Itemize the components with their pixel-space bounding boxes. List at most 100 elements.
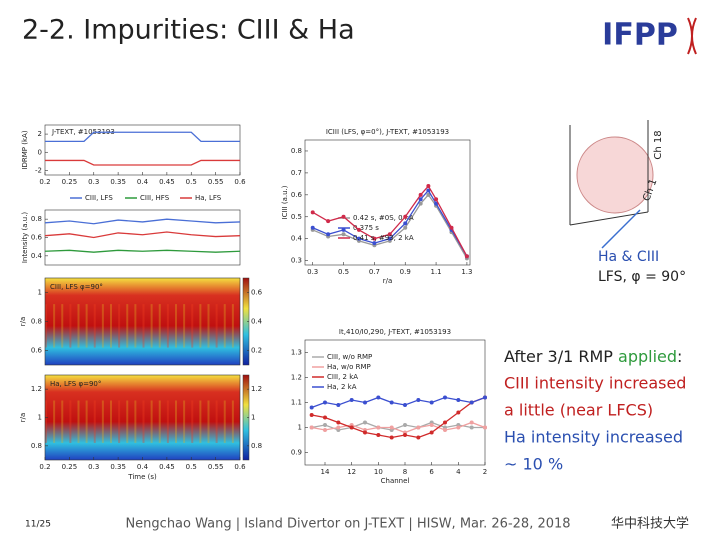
y-axis-label: IDRMP (kA)	[21, 130, 29, 169]
x-tick-label: 12	[347, 468, 356, 476]
map-label: Ha, LFS φ=90°	[50, 380, 101, 388]
y-tick-label: 0.5	[291, 213, 302, 221]
bullet-line: a little (near LFCS)	[504, 401, 653, 420]
x-tick-label: 0.6	[234, 463, 246, 471]
map-label: CIII, LFS φ=90°	[50, 283, 103, 291]
heatmap-texture	[175, 400, 177, 443]
logo: IFPP	[602, 18, 678, 53]
heatmap-texture	[45, 304, 47, 348]
plot-title: J-TEXT, #1053193	[51, 128, 115, 136]
data-point	[416, 435, 421, 440]
plot-title: It,410/I0,290, J-TEXT, #1053193	[339, 328, 451, 336]
legend-label: CIII, 2 kA	[327, 373, 358, 381]
x-tick-label: 0.6	[234, 178, 246, 186]
data-line	[311, 421, 485, 431]
heatmap-texture	[199, 304, 202, 348]
y-tick-label: 1	[38, 289, 42, 297]
y-axis-label: r/a	[19, 413, 27, 423]
legend-label: 0.375 s	[353, 224, 379, 232]
data-point	[456, 410, 461, 415]
data-point	[387, 236, 392, 241]
heatmap-texture	[142, 400, 145, 443]
data-point	[376, 395, 381, 400]
heatmap-texture	[215, 304, 218, 348]
heatmap-texture	[199, 400, 202, 443]
y-axis-label: r/a	[19, 317, 27, 327]
heatmap-texture	[134, 304, 137, 348]
x-tick-label: 2	[483, 468, 487, 476]
data-point	[323, 400, 327, 405]
bullet-line: After 3/1 RMP applied:	[504, 347, 682, 366]
data-point	[372, 236, 377, 241]
x-tick-label: 14	[321, 468, 330, 476]
y-tick-label: 0.6	[31, 234, 43, 242]
heatmap-texture	[126, 304, 129, 348]
y-axis-label: ICIII (a.u.)	[281, 185, 289, 219]
data-point	[429, 430, 434, 435]
bullet-line: ~ 10 %	[504, 455, 563, 474]
x-tick-label: 0.3	[88, 463, 99, 471]
heatmap-texture	[53, 304, 56, 348]
legend-label: 0.41 s, #93, 2 kA	[353, 234, 414, 242]
data-point	[376, 433, 381, 437]
heatmap	[45, 278, 240, 365]
legend-label: CIII, HFS	[140, 194, 170, 202]
y-tick-label: 1	[38, 414, 42, 422]
data-point	[336, 420, 341, 425]
heatmap-texture	[77, 400, 80, 443]
data-point	[429, 423, 434, 427]
heatmap-texture	[142, 304, 145, 348]
heatmap-texture	[85, 400, 88, 443]
diagram-text: LFS, φ = 90°	[598, 269, 686, 285]
university: 华中科技大学	[611, 516, 689, 532]
data-point	[443, 428, 447, 432]
data-point	[389, 425, 394, 430]
colorbar-label: 0.8	[251, 442, 262, 450]
data-point	[323, 423, 327, 427]
heatmap-texture	[191, 400, 194, 443]
bullet-line: Ha intensity increased	[504, 428, 683, 447]
x-tick-label: 0.3	[88, 178, 99, 186]
data-point	[403, 221, 408, 226]
x-tick-label: 0.25	[62, 463, 78, 471]
data-point	[418, 201, 423, 206]
heatmap-texture	[191, 304, 194, 348]
plot-frame	[44, 209, 241, 266]
heatmap-texture	[183, 304, 186, 348]
y-tick-label: 0.4	[31, 252, 43, 260]
data-point	[349, 425, 354, 430]
y-tick-label: 0	[38, 148, 42, 156]
data-point	[336, 425, 341, 430]
data-line	[44, 218, 241, 225]
bullet-line: CIII intensity increased	[504, 374, 686, 393]
x-tick-label: 1.1	[431, 268, 442, 276]
arrow	[601, 209, 641, 249]
x-tick-label: 8	[403, 468, 407, 476]
heatmap-texture	[207, 304, 210, 348]
y-tick-label: 0.8	[291, 147, 302, 155]
heatmap-texture	[53, 400, 56, 443]
y-tick-label: 0.9	[291, 449, 302, 457]
heatmap-texture	[118, 400, 121, 443]
data-point	[310, 225, 315, 230]
data-line	[45, 159, 240, 166]
data-point	[426, 184, 431, 189]
legend-label: 0.42 s, #0S, 0 kA	[353, 214, 414, 222]
x-tick-label: 0.45	[159, 178, 175, 186]
data-point	[403, 433, 407, 437]
logo-box	[585, 12, 703, 54]
data-point	[363, 420, 367, 425]
y-tick-label: 0.8	[31, 215, 42, 223]
data-point	[326, 232, 331, 237]
heatmap-texture	[101, 400, 104, 443]
data-point	[326, 219, 331, 224]
x-tick-label: 0.2	[39, 463, 50, 471]
data-point	[363, 430, 367, 435]
data-point	[469, 400, 474, 405]
heatmap-texture	[118, 304, 121, 348]
plasma-section	[576, 136, 654, 214]
legend-label: CIII, w/o RMP	[327, 353, 372, 361]
heatmap-texture	[85, 304, 88, 348]
data-point	[309, 413, 314, 417]
y-tick-label: -2	[35, 166, 42, 174]
